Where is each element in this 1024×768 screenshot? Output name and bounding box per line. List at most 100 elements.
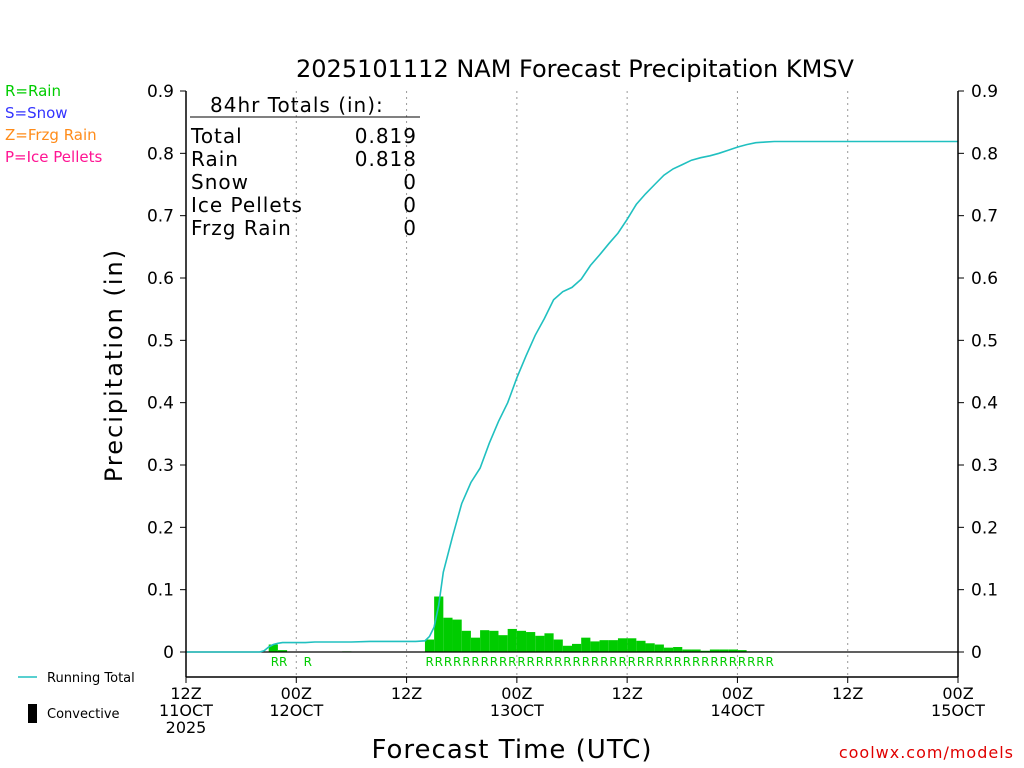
ptype-label: R (692, 655, 700, 669)
ptype-label: R (499, 655, 507, 669)
y-tick-label-left: 0.4 (147, 394, 174, 414)
ptype-label: R (582, 655, 590, 669)
x-tick-label: 2025 (166, 718, 207, 737)
x-tick-label: 00Z (501, 684, 532, 703)
ptype-label: R (527, 655, 535, 669)
axes (185, 91, 959, 678)
ptype-label: R (490, 655, 498, 669)
y-tick-label-right: 0.1 (971, 581, 998, 601)
precip-bar (443, 617, 453, 652)
precip-bar (608, 640, 618, 652)
y-tick-label-left: 0.1 (147, 581, 174, 601)
ptype-label: R (637, 655, 645, 669)
y-tick-label-right: 0.4 (971, 394, 998, 414)
ptype-label: R (554, 655, 562, 669)
running-total-legend: Running Total (18, 671, 135, 686)
y-tick-label-left: 0.6 (147, 269, 174, 289)
x-tick-label: 00Z (281, 684, 312, 703)
x-tick-label: 11OCT (159, 701, 213, 720)
x-tick-label: 14OCT (710, 701, 764, 720)
ptype-labels: RR R R R R R R R R R R R R R R R R R R R R R R R R R R R R R R R R R R R R R R… (271, 655, 774, 669)
y-tick-label-left: 0.3 (147, 456, 174, 476)
precip-bar (452, 619, 462, 652)
ptype-label: R (573, 655, 581, 669)
convective-swatch (28, 704, 37, 723)
running-total-legend-label: Running Total (47, 671, 135, 686)
ptype-label: R (471, 655, 479, 669)
ptype-label: RR (271, 655, 288, 669)
precip-bar (581, 637, 591, 652)
precip-bar (673, 647, 683, 652)
ptype-label: R (701, 655, 709, 669)
x-axis-label: Forecast Time (UTC) (371, 735, 652, 765)
totals-row-value: 0 (403, 170, 417, 194)
ptype-label: R (591, 655, 599, 669)
legend-rain: R=Rain (5, 82, 61, 100)
precip-bar (553, 639, 563, 652)
totals-box: 84hr Totals (in): Total 0.819 Rain 0.818 Snow… (190, 93, 420, 240)
ptype-label: R (655, 655, 663, 669)
watermark: coolwx.com/models (838, 743, 1014, 762)
y-tick-label-right: 0 (971, 643, 982, 663)
precip-bar (636, 640, 646, 652)
precip-bar (507, 628, 517, 652)
y-tick-label-right: 0.8 (971, 144, 998, 164)
ptype-label: R (738, 655, 746, 669)
y-tick-label-left: 0.5 (147, 331, 174, 351)
x-tick-label: 12Z (391, 684, 422, 703)
legend-frzg-rain: Z=Frzg Rain (5, 126, 97, 144)
y-ticks: 0 00.1 0.10.2 0.20.3 0.30.4 0.40.5 0.50.6 0.60.… (147, 82, 998, 663)
precip-bar (691, 649, 701, 652)
y-tick-label-left: 0.8 (147, 144, 174, 164)
precip-bars (268, 596, 775, 652)
y-tick-label-left: 0.7 (147, 207, 174, 227)
precip-bar (489, 630, 499, 652)
precip-bar (461, 630, 471, 652)
ptype-label: R (747, 655, 755, 669)
precip-bar (728, 649, 738, 652)
y-tick-label-left: 0.9 (147, 82, 174, 102)
totals-row-value: 0 (403, 216, 417, 240)
convective-legend-label: Convective (47, 707, 120, 722)
y-tick-label-right: 0.9 (971, 82, 998, 102)
precip-bar (424, 639, 435, 652)
precip-bar (700, 650, 710, 652)
precip-bar (719, 649, 729, 652)
x-tick-label: 12Z (611, 684, 642, 703)
ptype-label: R (545, 655, 553, 669)
precip-bar (562, 645, 572, 652)
ptype-label: R (766, 655, 774, 669)
x-tick-label: 12Z (170, 684, 201, 703)
ptype-label: R (683, 655, 691, 669)
totals-row-value: 0.818 (355, 147, 417, 171)
y-tick-label-right: 0.5 (971, 331, 998, 351)
ptype-label: R (425, 655, 433, 669)
ptype-label: R (462, 655, 470, 669)
totals-row-label: Ice Pellets (191, 193, 303, 217)
running-total-line (186, 140, 958, 653)
x-tick-label: 13OCT (490, 701, 544, 720)
ptype-label: R (435, 655, 443, 669)
ptype-label: R (600, 655, 608, 669)
precip-bar (498, 635, 508, 652)
ptype-label: R (756, 655, 764, 669)
y-tick-label-left: 0 (163, 643, 174, 663)
precip-bar (535, 635, 545, 652)
ptype-label: R (646, 655, 654, 669)
ptype-label: R (444, 655, 452, 669)
ptype-label: R (508, 655, 516, 669)
ptype-label: R (517, 655, 525, 669)
precip-bar (572, 643, 582, 652)
totals-row-value: 0 (403, 193, 417, 217)
ptype-label: R (618, 655, 626, 669)
x-tick-label: 12OCT (269, 701, 323, 720)
ptype-label: R (720, 655, 728, 669)
ptype-label: R (729, 655, 737, 669)
chart-title: 2025101112 NAM Forecast Precipitation KM… (296, 55, 855, 83)
totals-row-label: Rain (191, 147, 239, 171)
y-axis-label: Precipitation (in) (100, 248, 128, 482)
precip-bar (709, 649, 720, 652)
totals-row-label: Total (190, 124, 243, 148)
precip-bar (277, 650, 288, 652)
